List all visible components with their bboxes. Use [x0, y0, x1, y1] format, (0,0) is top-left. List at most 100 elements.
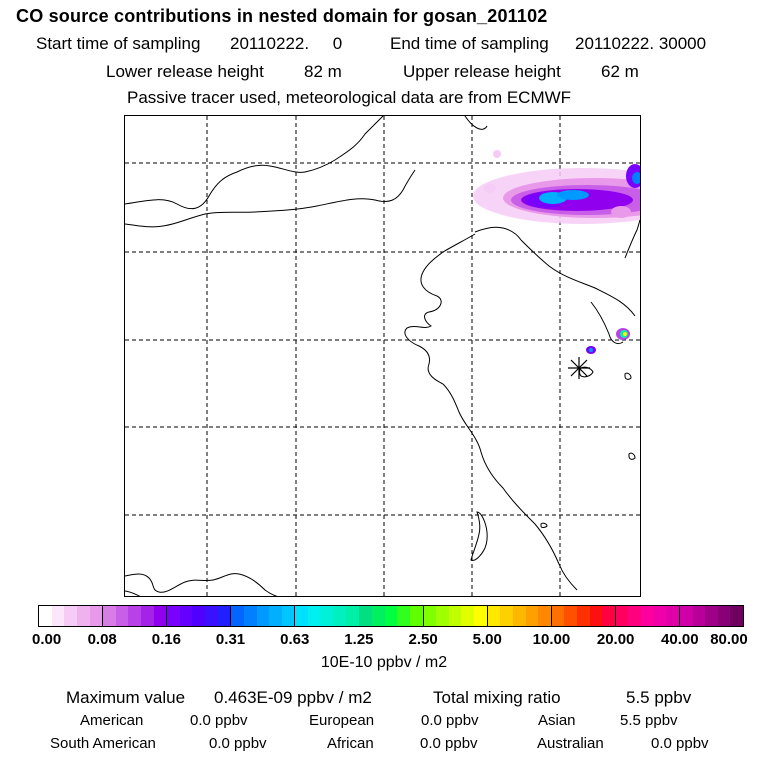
color-scale-swatch [487, 606, 501, 626]
color-scale-segment [231, 606, 296, 626]
color-scale-swatch [564, 606, 577, 626]
color-scale-swatch [281, 606, 295, 626]
color-scale-swatch [205, 606, 218, 626]
color-scale-bar [38, 605, 744, 627]
color-scale-tick-label: 5.00 [472, 631, 502, 648]
color-scale-swatch [179, 606, 193, 626]
color-scale-units: 10E-10 ppbv / m2 [320, 654, 448, 671]
color-scale-segment [39, 606, 104, 626]
region-value: 0.0 ppbv [209, 735, 267, 752]
color-scale-swatch [231, 606, 244, 626]
color-scale-swatch [153, 606, 167, 626]
color-scale-swatch [409, 606, 423, 626]
color-scale-tick-label: 1.25 [344, 631, 374, 648]
color-scale-swatch [615, 606, 629, 626]
upper-height-value: 62 m [601, 62, 639, 81]
color-scale-tick-label: 20.00 [596, 631, 635, 648]
color-scale-swatch [692, 606, 706, 626]
color-scale-swatch [538, 606, 551, 626]
color-scale-swatch [500, 606, 513, 626]
color-scale-swatch [39, 606, 52, 626]
color-scale-swatch [679, 606, 693, 626]
max-value-label: Maximum value [66, 688, 186, 707]
color-scale-segment [551, 606, 616, 626]
color-scale-swatch [525, 606, 539, 626]
lower-height-value: 82 m [304, 62, 342, 81]
region-value: 5.5 ppbv [620, 712, 678, 729]
color-scale-swatch [397, 606, 410, 626]
color-scale-segment [359, 606, 424, 626]
color-scale-swatch [345, 606, 359, 626]
color-scale-swatch [128, 606, 141, 626]
color-scale-tick-label: 0.16 [151, 631, 181, 648]
color-scale-swatch [115, 606, 129, 626]
color-scale-swatch [217, 606, 231, 626]
color-scale-swatch [192, 606, 206, 626]
color-scale-tick-label: 10.00 [532, 631, 571, 648]
region-value: 0.0 ppbv [651, 735, 709, 752]
color-scale-swatch [602, 606, 615, 626]
map-title: CO source contributions in nested domain… [16, 6, 548, 26]
color-scale-swatch [372, 606, 385, 626]
concentration-plume [473, 150, 640, 354]
color-scale-segment [167, 606, 232, 626]
coastlines [125, 116, 640, 596]
color-scale-swatch [705, 606, 718, 626]
color-scale-swatch [64, 606, 77, 626]
color-scale-swatch [89, 606, 103, 626]
region-value: 0.0 ppbv [421, 712, 479, 729]
total-mixing-label: Total mixing ratio [433, 688, 561, 707]
color-scale-swatch [628, 606, 642, 626]
color-scale-swatch [167, 606, 180, 626]
color-scale-tick-label: 0.08 [87, 631, 117, 648]
color-scale-swatch [717, 606, 731, 626]
color-scale-segment [103, 606, 168, 626]
color-scale-swatch [333, 606, 346, 626]
color-scale-swatch [423, 606, 437, 626]
color-scale-segment [295, 606, 360, 626]
region-name: African [327, 735, 374, 752]
color-scale-swatch [436, 606, 449, 626]
color-scale-swatch [295, 606, 308, 626]
color-scale-tick-label: 0.00 [32, 631, 62, 648]
start-time-label: Start time of sampling [36, 34, 201, 53]
color-scale-tick-label: 2.50 [408, 631, 438, 648]
region-name: American [80, 712, 144, 729]
color-scale-swatch [320, 606, 334, 626]
color-scale-segment [487, 606, 552, 626]
color-scale-swatch [641, 606, 654, 626]
color-scale-swatch [461, 606, 475, 626]
color-scale-swatch [653, 606, 667, 626]
color-scale-swatch [577, 606, 590, 626]
color-scale-swatch [243, 606, 257, 626]
color-scale-swatch [512, 606, 526, 626]
color-scale-swatch [589, 606, 603, 626]
color-scale-swatch [51, 606, 65, 626]
color-scale-tick-label: 0.31 [215, 631, 246, 648]
lower-height-label: Lower release height [106, 62, 264, 81]
color-scale-swatch [269, 606, 282, 626]
color-scale-segment [423, 606, 488, 626]
color-scale-tick-label: 40.00 [661, 631, 699, 648]
color-scale-swatch [359, 606, 373, 626]
color-scale-segment [679, 606, 744, 626]
end-time-value: 20110222. 30000 [575, 34, 707, 53]
map-canvas [125, 116, 640, 596]
color-scale-swatch [140, 606, 154, 626]
color-scale-swatch [308, 606, 321, 626]
color-scale-swatch [666, 606, 679, 626]
color-scale-swatch [730, 606, 744, 626]
end-time-label: End time of sampling [390, 34, 549, 53]
tracer-note: Passive tracer used, meteorological data… [127, 88, 572, 107]
map-panel [124, 115, 641, 597]
color-scale-segment [615, 606, 680, 626]
color-scale-swatch [551, 606, 565, 626]
color-scale-tick-label: 0.63 [280, 631, 310, 648]
region-name: Australian [537, 735, 604, 752]
color-scale-swatch [474, 606, 487, 626]
region-value: 0.0 ppbv [190, 712, 248, 729]
color-scale-tick-label: 80.00 [710, 631, 748, 648]
region-name: South American [50, 735, 156, 752]
color-scale-swatch [448, 606, 462, 626]
color-scale-swatch [76, 606, 90, 626]
